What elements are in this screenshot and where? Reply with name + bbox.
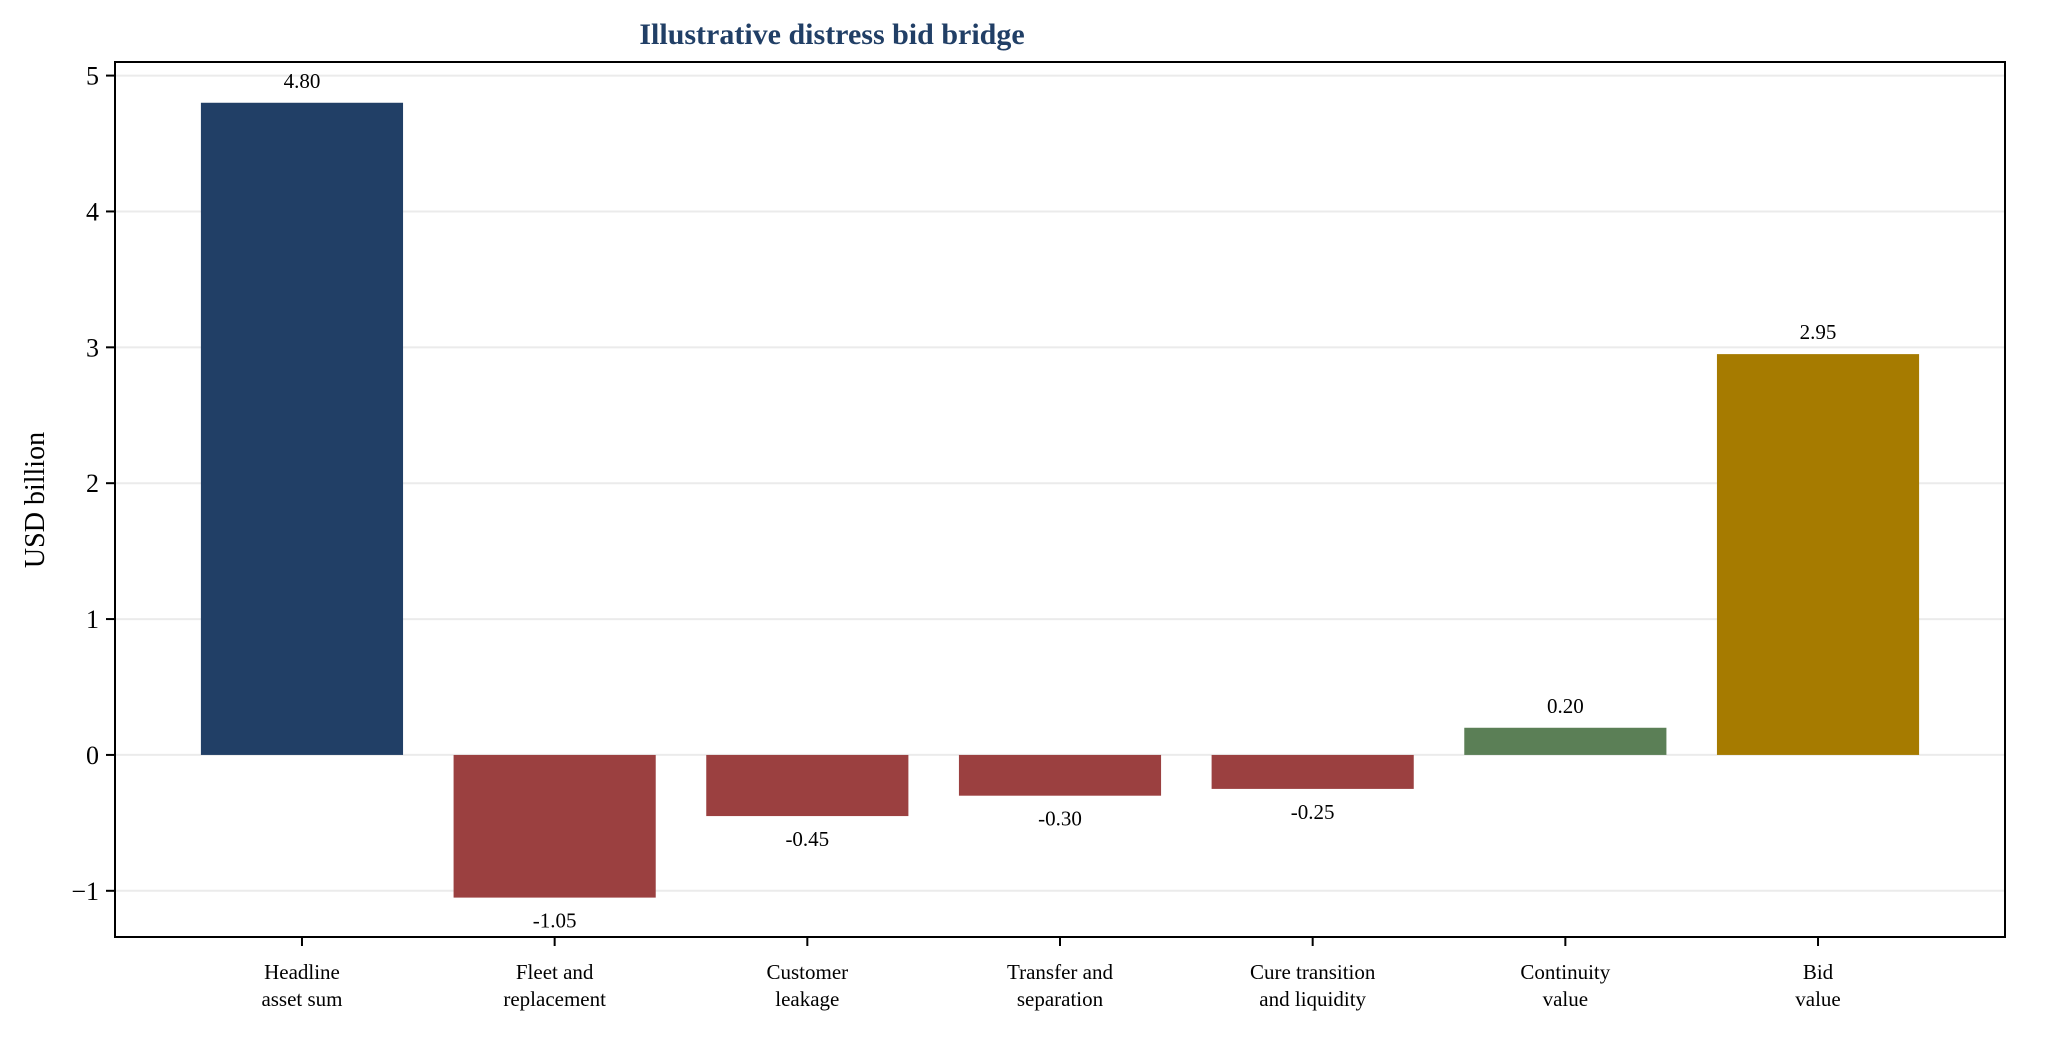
y-tick-label: −1 [71, 877, 99, 906]
data-label: 4.80 [284, 69, 321, 93]
y-axis-ticks: −1 0 1 2 3 4 5 [71, 62, 115, 906]
bar [1464, 727, 1667, 755]
data-label: -0.25 [1291, 800, 1335, 824]
bar [1716, 354, 1920, 755]
y-tick-label: 2 [86, 469, 99, 498]
x-tick-label: Bid [1803, 960, 1834, 984]
x-tick-label: value [1543, 987, 1588, 1011]
x-tick-label: asset sum [261, 987, 342, 1011]
x-tick-label: separation [1017, 987, 1104, 1011]
bar [706, 754, 909, 817]
data-labels: 4.80 -1.05 -0.45 -0.30 -0.25 0.20 2.95 [284, 69, 1837, 933]
x-tick-label: replacement [503, 987, 606, 1011]
bar [200, 102, 404, 755]
x-axis-ticks: Headline asset sum Fleet and replacement Cus… [261, 937, 1841, 1011]
x-tick-label: Transfer and [1007, 960, 1113, 984]
bar [958, 754, 1162, 796]
y-tick-label: 3 [86, 333, 99, 362]
x-tick-label: value [1795, 987, 1840, 1011]
y-tick-label: 5 [86, 62, 99, 91]
bar [453, 754, 656, 898]
data-label: 0.20 [1547, 694, 1584, 718]
data-label: -0.45 [785, 827, 829, 851]
y-tick-label: 1 [86, 605, 99, 634]
x-tick-label: Fleet and [516, 960, 594, 984]
bars [200, 102, 1920, 898]
x-tick-label: Customer [766, 960, 848, 984]
bar [1211, 754, 1414, 789]
x-tick-label: Headline [264, 960, 340, 984]
grid-lines [115, 74, 2005, 892]
x-tick-label: leakage [775, 987, 839, 1011]
x-tick-label: Cure transition [1250, 960, 1376, 984]
x-tick-label: Continuity [1520, 960, 1610, 984]
data-label: -0.30 [1038, 807, 1082, 831]
data-label: 2.95 [1800, 320, 1837, 344]
y-tick-label: 4 [86, 197, 99, 226]
data-label: -1.05 [533, 909, 577, 933]
y-axis-label: USD billion [20, 432, 51, 568]
chart-title: Illustrative distress bid bridge [639, 18, 1024, 51]
y-tick-label: 0 [86, 741, 99, 770]
x-tick-label: and liquidity [1259, 987, 1366, 1011]
